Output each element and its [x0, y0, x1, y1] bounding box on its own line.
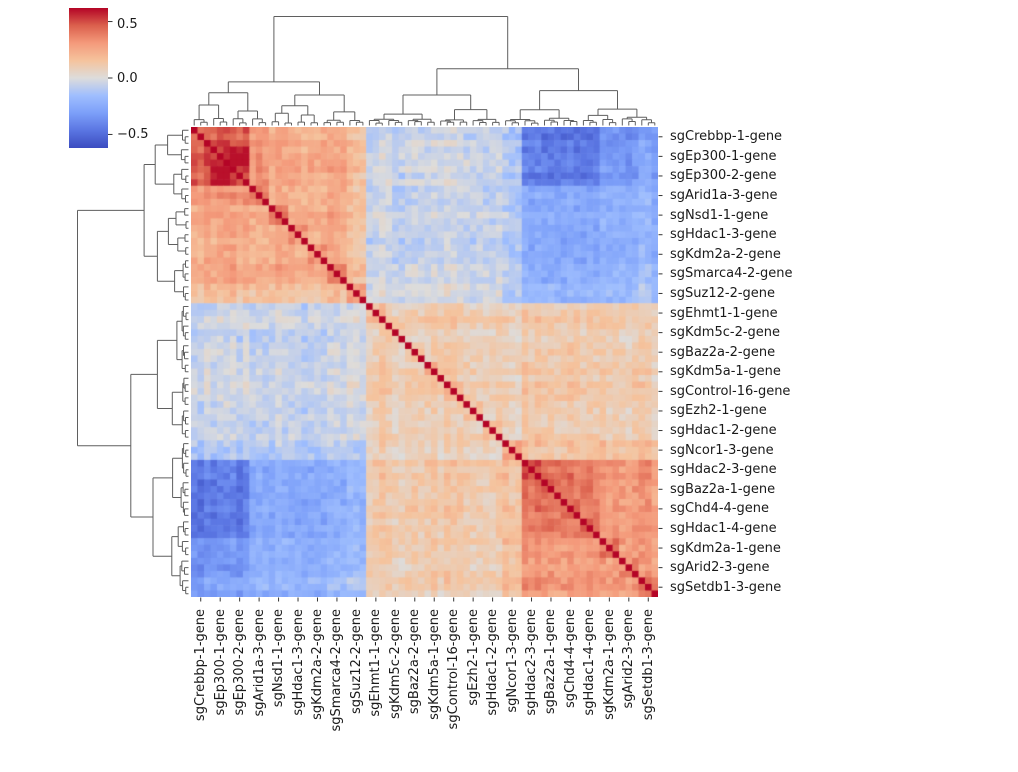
column-label: sgEp300-2-gene	[232, 609, 248, 716]
column-label: sgArid1a-3-gene	[251, 609, 267, 717]
row-label: sgHdac1-3-gene	[670, 227, 777, 243]
column-label: sgHdac2-3-gene	[524, 609, 540, 716]
column-label: sgChd4-4-gene	[562, 609, 578, 709]
row-label: sgEhmt1-1-gene	[670, 305, 778, 321]
column-label: sgHdac1-2-gene	[485, 609, 501, 716]
column-label: sgBaz2a-2-gene	[407, 609, 423, 715]
left-dendrogram	[77, 129, 189, 595]
colorbar-tick-label: −0.5	[117, 127, 149, 142]
column-label: sgSmarca4-2-gene	[329, 609, 345, 732]
row-label: sgHdac2-3-gene	[670, 462, 777, 478]
column-label: sgKdm5a-1-gene	[426, 609, 442, 720]
row-label: sgCrebbp-1-gene	[670, 129, 783, 145]
column-label: sgKdm2a-2-gene	[309, 609, 325, 720]
row-label: sgHdac1-4-gene	[670, 520, 777, 536]
column-label: sgSuz12-2-gene	[348, 609, 364, 715]
row-label: sgNsd1-1-gene	[670, 207, 769, 223]
column-label: sgSetdb1-3-gene	[640, 609, 656, 721]
column-label: sgNcor1-3-gene	[504, 609, 520, 713]
row-label: sgEp300-1-gene	[670, 148, 777, 164]
colorbar-ticks	[108, 21, 113, 135]
row-label: sgKdm2a-2-gene	[670, 246, 781, 262]
row-label: sgControl-16-gene	[670, 383, 791, 399]
column-label: sgKdm2a-1-gene	[601, 609, 617, 720]
heatmap-y-ticks	[658, 136, 663, 588]
row-label: sgNcor1-3-gene	[670, 442, 774, 458]
row-label: sgChd4-4-gene	[670, 501, 770, 517]
column-label: sgBaz2a-1-gene	[543, 609, 559, 715]
column-label: sgCrebbp-1-gene	[193, 609, 209, 722]
top-dendrogram	[193, 16, 656, 126]
heatmap-x-ticks	[200, 597, 649, 602]
colorbar-tick-label: 0.0	[117, 71, 138, 86]
row-label: sgEp300-2-gene	[670, 168, 777, 184]
row-label: sgKdm5a-1-gene	[670, 364, 781, 380]
row-label: sgArid1a-3-gene	[670, 188, 778, 204]
row-label: sgSetdb1-3-gene	[670, 579, 782, 595]
column-label: sgEhmt1-1-gene	[368, 609, 384, 717]
colorbar-tick-label: 0.5	[117, 17, 138, 32]
column-label: sgControl-16-gene	[446, 609, 462, 730]
row-label: sgBaz2a-1-gene	[670, 481, 776, 497]
column-label: sgNsd1-1-gene	[271, 609, 287, 708]
row-label: sgBaz2a-2-gene	[670, 344, 776, 360]
row-label: sgKdm5c-2-gene	[670, 325, 781, 341]
column-label: sgEzh2-1-gene	[465, 609, 481, 706]
row-label: sgKdm2a-1-gene	[670, 540, 781, 556]
heatmap-canvas	[191, 127, 658, 597]
row-label: sgEzh2-1-gene	[670, 403, 767, 419]
column-label: sgHdac1-3-gene	[290, 609, 306, 716]
column-label: sgArid2-3-gene	[621, 609, 637, 709]
column-label: sgHdac1-4-gene	[582, 609, 598, 716]
column-label: sgEp300-1-gene	[212, 609, 228, 716]
row-label: sgSuz12-2-gene	[670, 285, 776, 301]
row-label: sgSmarca4-2-gene	[670, 266, 793, 282]
row-label: sgArid2-3-gene	[670, 560, 770, 576]
row-label: sgHdac1-2-gene	[670, 423, 777, 439]
column-label: sgKdm5c-2-gene	[387, 609, 403, 720]
colorbar	[69, 8, 108, 148]
